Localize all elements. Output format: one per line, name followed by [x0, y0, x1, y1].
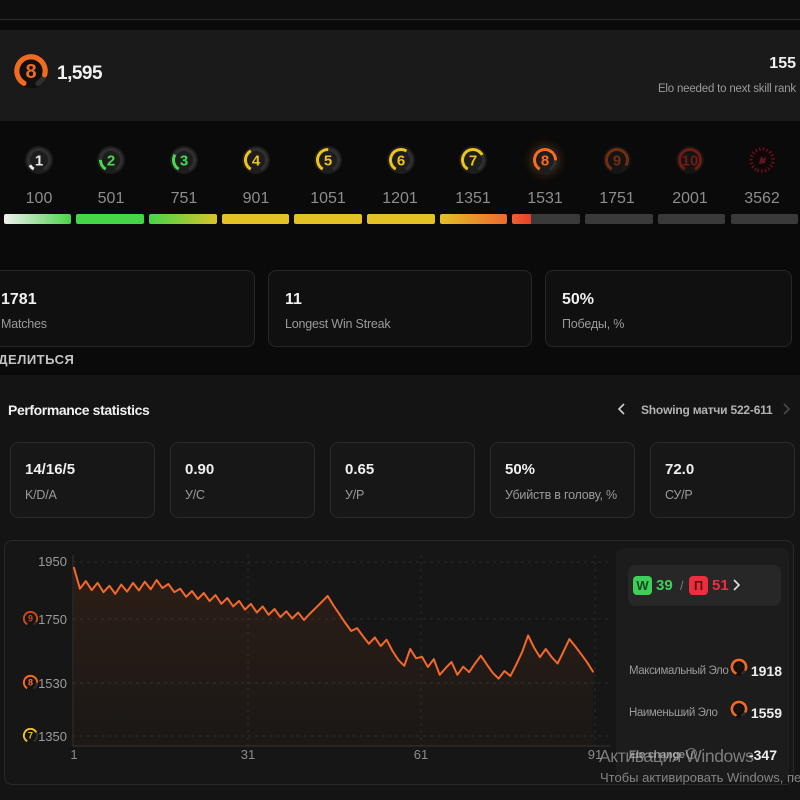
- svg-text:4: 4: [252, 152, 261, 169]
- svg-text:8: 8: [28, 678, 33, 688]
- svg-text:9: 9: [28, 614, 33, 624]
- svg-text:7: 7: [28, 731, 33, 741]
- svg-text:6: 6: [397, 152, 405, 169]
- svg-text:2: 2: [107, 152, 115, 169]
- svg-text:10: 10: [682, 152, 699, 169]
- svg-text:8: 8: [736, 705, 742, 716]
- svg-text:8: 8: [25, 61, 36, 83]
- svg-text:9: 9: [613, 152, 621, 169]
- svg-text:5: 5: [324, 152, 332, 169]
- svg-text:8: 8: [541, 152, 549, 169]
- svg-text:3: 3: [180, 152, 188, 169]
- svg-text:7: 7: [469, 152, 477, 169]
- svg-text:9: 9: [736, 663, 742, 674]
- svg-text:1: 1: [35, 152, 43, 169]
